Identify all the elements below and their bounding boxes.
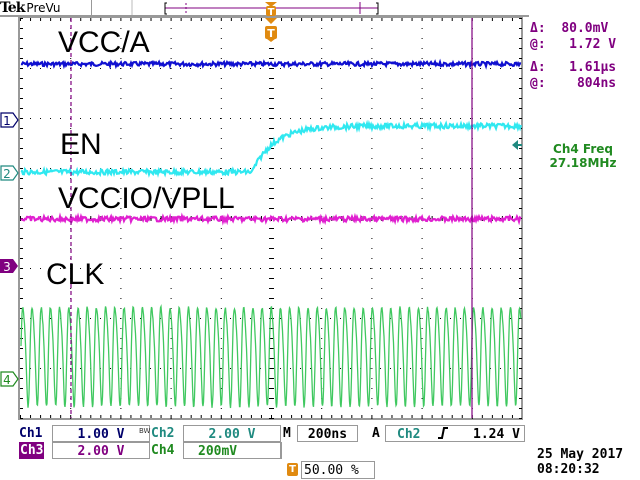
delta-v-label: Δ: [530,21,546,36]
divider [281,442,282,459]
ch4-ground-marker[interactable]: 4 [0,371,19,387]
cursor-at-t: @: 804ns [530,76,616,91]
at-t-label: @: [530,76,546,91]
ch4-name[interactable]: Ch4 [151,443,175,458]
ch2-name[interactable]: Ch2 [151,426,175,441]
header-divider [91,0,92,15]
at-t-value: 804ns [576,76,617,91]
acquisition-mode: PreVu [26,1,61,15]
bandwidth-limit-indicator: BW [139,427,151,435]
ch1-name[interactable]: Ch1 [19,426,43,441]
trigger-level-arrow[interactable] [512,140,522,150]
trace-ch2 [20,119,523,178]
trace-label-en: EN [60,128,102,161]
ch2-scale[interactable]: 2.00 V [183,425,281,442]
trace-label-vcca: VCC/A [58,26,150,59]
delta-t-value: 1.61µs [569,60,617,75]
cursor-at-v: @: 1.72 V [530,37,616,52]
delta-t-label: Δ: [530,60,546,75]
trigger-source: Ch2 [397,427,421,442]
ch1-marker-label: 1 [3,114,11,128]
trigger-position-value[interactable]: 50.00 % [301,461,375,479]
rising-edge-icon [436,427,450,439]
ch3-scale[interactable]: 2.00 V [52,442,150,459]
tek-logo: Tek [0,0,25,16]
trace-ch3 [20,212,522,226]
at-v-label: @: [530,37,546,52]
time-display: 08:20:32 [537,462,600,477]
timebase-label: M [283,426,291,441]
trace-ch1 [20,58,522,70]
ch4-frequency-readout: Ch4 Freq 27.18MHz [533,142,633,170]
trigger-mode: A [372,426,380,441]
ch2-ground-marker[interactable]: 2 [0,165,19,181]
cursor-delta-v: Δ: 80.0mV [530,21,608,36]
delta-v-value: 80.0mV [561,21,609,36]
trigger-position-icon: T [287,463,298,476]
trigger-level: 1.24 V [473,427,520,442]
trigger-t-glyph: T [268,7,275,18]
trigger-t-glyph-2: T [267,27,275,40]
ch1-ground-marker[interactable]: 1 [0,112,19,128]
trace-label-clk: CLK [46,258,105,291]
ch2-marker-label: 2 [3,167,11,181]
trace-ch4 [20,304,522,409]
timebase-value[interactable]: 200ns [297,425,358,442]
ch3-marker-label: 3 [3,260,11,274]
at-v-value: 1.72 V [569,37,617,52]
trace-label-vccio: VCCIO/VPLL [58,182,235,215]
ch3-name[interactable]: Ch3 [19,442,45,459]
trigger-position-marker[interactable]: T T [265,2,277,42]
freq-value: 27.18MHz [549,156,617,170]
ch4-marker-label: 4 [3,373,11,387]
ch3-ground-marker[interactable]: 3 [0,259,18,274]
cursor-delta-t: Δ: 1.61µs [530,60,616,75]
ch4-scale[interactable]: 200mV [183,442,281,459]
trigger-settings[interactable]: Ch2 1.24 V [385,425,525,442]
brand-label: Tek PreVu [0,0,61,16]
date-display: 25 May 2017 [537,447,624,462]
ch1-scale[interactable]: 1.00 V [52,425,150,442]
freq-label: Ch4 Freq [553,142,613,156]
